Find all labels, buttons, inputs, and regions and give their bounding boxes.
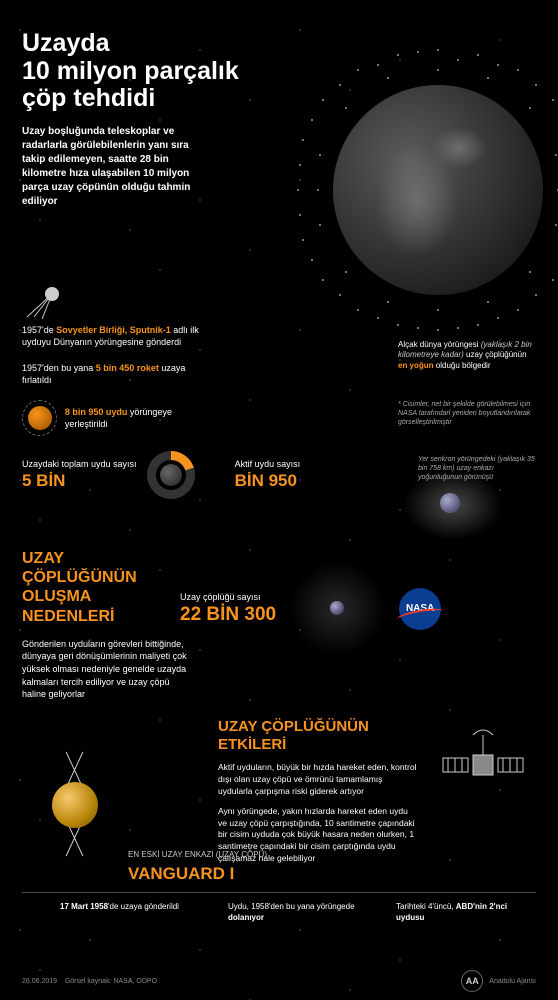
vanguard-name: VANGUARD I [128, 864, 234, 884]
debris-count-value: 22 BİN 300 [180, 604, 276, 626]
footer: 26.06.2019 Görsel kaynak: NASA, ODPO AA … [22, 970, 536, 992]
footer-date-source: 26.06.2019 Görsel kaynak: NASA, ODPO [22, 978, 157, 985]
vanguard-fact-3: Tarihteki 4'üncü, ABD'nin 2'nci uydusu [396, 902, 536, 924]
orbit-earth-icon [22, 400, 57, 436]
vanguard-fact-1: 17 Mart 1958'de uzaya gönderildi [60, 902, 200, 924]
active-satellites-value: BİN 950 [235, 471, 301, 491]
rockets-fact: 1957'den bu yana 5 bin 450 roket uzaya f… [22, 362, 212, 386]
divider-line [22, 892, 536, 893]
active-satellites-label: Aktif uydu sayısı [235, 459, 301, 469]
effects-paragraph-1: Aktif uyduların, büyük bir hızda hareket… [218, 762, 418, 798]
vanguard-label: EN ESKİ UZAY ENKAZI (UZAY ÇÖPÜ) [128, 850, 267, 859]
total-satellites-value: 5 BİN [22, 471, 137, 491]
vanguard-fact-2: Uydu, 1958'den bu yana yörüngede dolanıy… [228, 902, 368, 924]
donut-earth-icon [160, 464, 182, 486]
stats-row: Uzaydaki toplam uydu sayısı 5 BİN Aktif … [22, 451, 536, 499]
debris-count-stat: Uzay çöplüğü sayısı 22 BİN 300 [180, 592, 276, 626]
vanguard-satellite-graphic [30, 760, 120, 850]
causes-body-text: Gönderilen uyduların görevleri bittiğind… [22, 638, 192, 701]
causes-heading: UZAY ÇÖPLÜĞÜNÜN OLUŞMA NEDENLERİ [22, 549, 172, 626]
title-line-1: Uzayda [22, 29, 110, 57]
lead-paragraph: Uzay boşluğunda teleskoplar ve radarlarl… [22, 125, 202, 209]
total-satellites-stat: Uzaydaki toplam uydu sayısı 5 BİN [22, 459, 137, 491]
sputnik-fact: 1957'de Sovyetler Birliği, Sputnik-1 adl… [22, 324, 212, 348]
total-satellites-label: Uzaydaki toplam uydu sayısı [22, 459, 137, 469]
vanguard-facts-row: 17 Mart 1958'de uzaya gönderildi Uydu, 1… [60, 902, 536, 924]
satellite-icon [438, 720, 528, 810]
donut-chart [147, 451, 195, 499]
satellites-orbit-fact: 8 bin 950 uydu yörüngeye yerleştirildi [22, 400, 212, 436]
aa-logo: AA [461, 970, 483, 992]
footer-agency: Anadolu Ajansı [489, 978, 536, 985]
main-title: Uzayda 10 milyon parçalık çöp tehdidi [22, 30, 536, 113]
sputnik-icon [22, 279, 72, 319]
debris-sphere-graphic [290, 561, 385, 656]
nasa-logo: NASA [399, 588, 441, 630]
title-line-2: 10 milyon parçalık [22, 57, 239, 85]
title-line-3: çöp tehdidi [22, 84, 155, 112]
debris-count-label: Uzay çöplüğü sayısı [180, 592, 276, 602]
active-satellites-stat: Aktif uydu sayısı BİN 950 [235, 459, 301, 491]
debris-count-row: Uzay çöplüğü sayısı 22 BİN 300 NASA [180, 561, 441, 656]
